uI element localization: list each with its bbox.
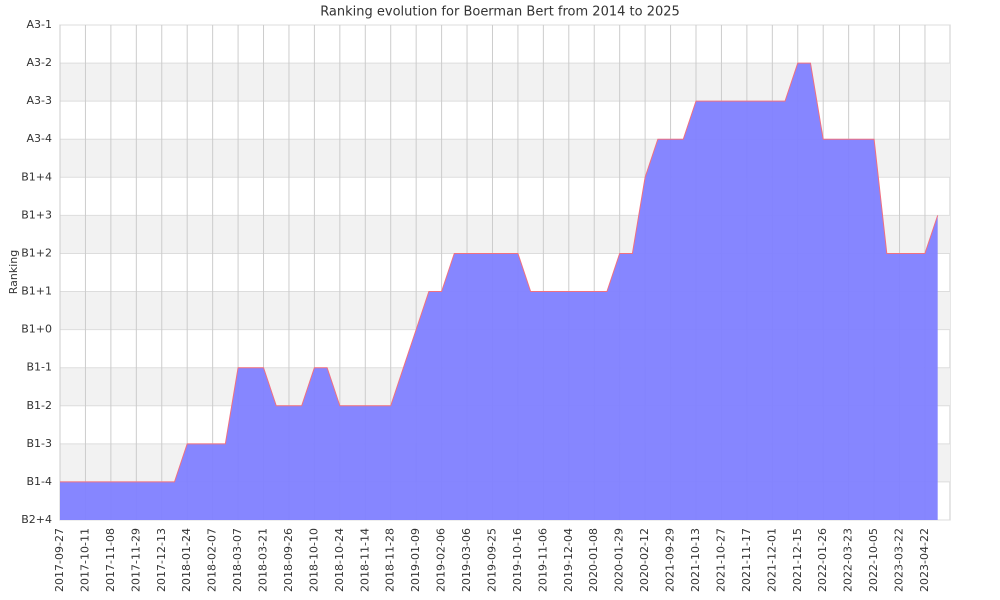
- x-tick-label: 2021-12-15: [791, 528, 804, 592]
- x-tick-label: 2018-11-28: [384, 528, 397, 592]
- x-tick-label: 2017-11-29: [129, 528, 142, 592]
- y-tick-label: B1+4: [21, 170, 52, 183]
- x-tick-label: 2022-03-23: [842, 528, 855, 592]
- x-tick-label: 2018-02-07: [206, 528, 219, 592]
- x-tick-label: 2018-01-24: [180, 528, 193, 592]
- x-tick-label: 2021-12-01: [765, 528, 778, 592]
- y-tick-label: B1+2: [21, 246, 52, 259]
- y-tick-label: B1-3: [26, 437, 52, 450]
- y-tick-label: B1-4: [26, 475, 52, 488]
- y-tick-label: B1-1: [26, 361, 52, 374]
- x-tick-label: 2021-09-29: [664, 528, 677, 592]
- line: [60, 62, 939, 483]
- y-tick-label: A3-3: [27, 94, 53, 107]
- x-tick-label: 2022-10-05: [867, 528, 880, 592]
- x-tick-label: 2020-02-12: [638, 528, 651, 592]
- x-tick-label: 2019-02-06: [435, 528, 448, 592]
- grid-band: [60, 63, 950, 102]
- x-tick-label: 2021-10-13: [689, 528, 702, 592]
- x-tick-label: 2019-11-06: [536, 528, 549, 592]
- y-tick-label: A3-1: [27, 18, 53, 31]
- y-tick-label: B2+4: [21, 513, 52, 526]
- y-tick-label: A3-2: [27, 56, 53, 69]
- x-tick-label: 2018-09-26: [282, 528, 295, 592]
- y-tick-label: A3-4: [27, 132, 53, 145]
- x-tick-label: 2021-10-27: [714, 528, 727, 592]
- x-tick-label: 2023-04-22: [918, 528, 931, 592]
- y-tick-label: B1+3: [21, 208, 52, 221]
- x-tick-label: 2019-10-16: [511, 528, 524, 592]
- x-tick-label: 2022-01-26: [816, 528, 829, 592]
- x-tick-label: 2020-01-08: [587, 528, 600, 592]
- chart-title: Ranking evolution for Boerman Bert from …: [320, 5, 680, 20]
- x-tick-label: 2021-11-17: [740, 528, 753, 592]
- y-tick-label: B1+1: [21, 285, 52, 298]
- x-tick-label: 2017-12-13: [155, 528, 168, 592]
- x-tick-label: 2019-03-06: [460, 528, 473, 592]
- x-tick-label: 2020-01-29: [613, 528, 626, 592]
- y-axis-label: Ranking: [7, 250, 20, 295]
- y-tick-label: B1-2: [26, 399, 52, 412]
- x-tick-label: 2018-03-07: [231, 528, 244, 592]
- x-tick-label: 2018-10-10: [307, 528, 320, 592]
- x-tick-label: 2017-10-11: [78, 528, 91, 592]
- x-tick-label: 2023-03-22: [893, 528, 906, 592]
- y-tick-label: B1+0: [21, 323, 52, 336]
- x-tick-label: 2017-09-27: [53, 528, 66, 592]
- x-tick-label: 2019-12-04: [562, 528, 575, 592]
- x-tick-label: 2018-10-24: [333, 528, 346, 592]
- x-tick-label: 2017-11-08: [104, 528, 117, 592]
- x-tick-label: 2019-09-25: [485, 528, 498, 592]
- x-tick-label: 2018-11-14: [358, 528, 371, 592]
- x-tick-label: 2018-03-21: [257, 528, 270, 592]
- x-tick-label: 2019-01-09: [409, 528, 422, 592]
